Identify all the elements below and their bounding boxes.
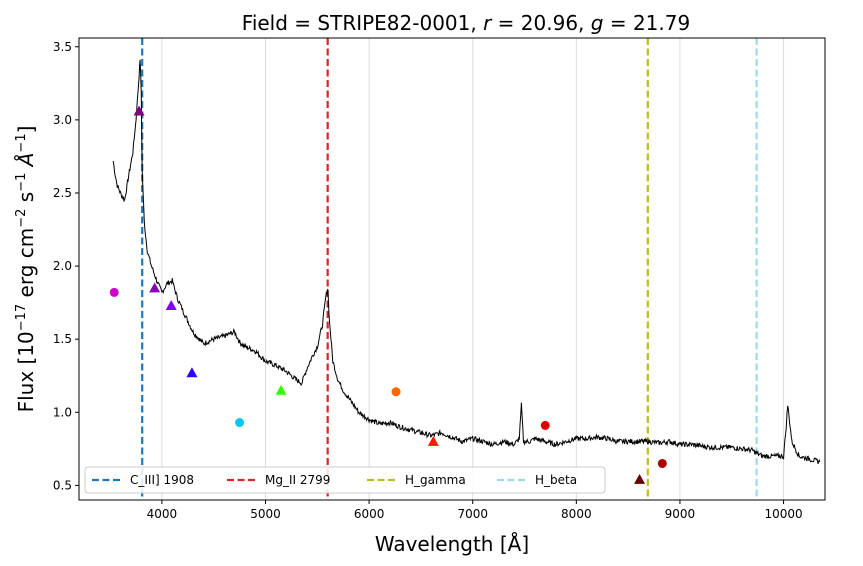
chart-title: Field = STRIPE82-0001, r = 20.96, g = 21… xyxy=(242,11,690,35)
y-tick-label: 3.5 xyxy=(53,40,72,54)
plot-frame xyxy=(78,37,826,501)
photometry-point xyxy=(235,418,245,428)
spectrum-line xyxy=(112,59,821,465)
legend-label: Mg_II 2799 xyxy=(265,473,330,487)
photometry-point xyxy=(657,458,667,468)
photometry-point xyxy=(275,384,287,395)
legend-label: H_gamma xyxy=(405,473,466,487)
emission-line-layer xyxy=(141,38,758,500)
x-tick-label: 7000 xyxy=(457,507,488,521)
legend-label: C_III] 1908 xyxy=(130,473,194,487)
x-axis-label: Wavelength [Å] xyxy=(375,532,529,556)
photometry-layer xyxy=(109,105,667,484)
photometry-point xyxy=(133,105,145,116)
y-axis-label: Flux [10−17 erg cm−2 s−1 Å−1] xyxy=(14,126,38,413)
photometry-point xyxy=(149,282,161,293)
legend: C_III] 1908 Mg_II 2799 H_gamma H_beta xyxy=(84,466,606,494)
y-tick-label: 1.0 xyxy=(53,405,72,419)
spectrum-layer xyxy=(112,59,821,465)
x-tick-label: 5000 xyxy=(250,507,281,521)
photometry-point xyxy=(391,387,401,397)
photometry-point xyxy=(540,420,550,430)
grid-layer xyxy=(161,38,785,500)
y-tick-label: 2.5 xyxy=(53,186,72,200)
photometry-point xyxy=(165,300,177,310)
photometry-point xyxy=(109,287,119,297)
y-tick-label: 2.0 xyxy=(53,259,72,273)
photometry-point xyxy=(186,367,198,378)
photometry-point xyxy=(634,474,646,484)
x-tick-label: 4000 xyxy=(147,507,178,521)
x-tick-label: 8000 xyxy=(561,507,592,521)
photometry-point xyxy=(427,436,439,446)
x-tick-label: 6000 xyxy=(354,507,385,521)
legend-label: H_beta xyxy=(535,473,577,487)
tick-layer: 4000 5000 6000 7000 8000 9000 10000 0.5 1.0 1.5 2.… xyxy=(53,40,803,521)
y-tick-label: 3.0 xyxy=(53,113,72,127)
x-tick-label: 9000 xyxy=(665,507,696,521)
y-tick-label: 1.5 xyxy=(53,332,72,346)
x-tick-label: 10000 xyxy=(764,507,802,521)
legend-box xyxy=(84,466,606,494)
y-tick-label: 0.5 xyxy=(53,478,72,492)
